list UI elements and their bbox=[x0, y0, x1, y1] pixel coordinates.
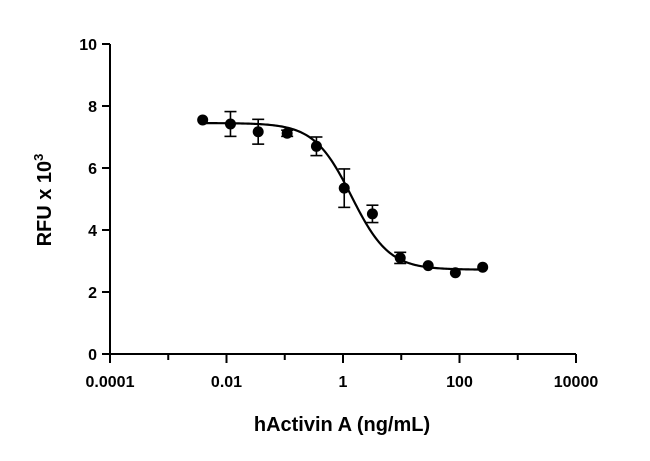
tick-labels: 0 2 4 6 8 10 0.0001 0.01 1 100 10000 bbox=[79, 37, 598, 391]
x-tick-label: 100 bbox=[446, 374, 473, 391]
x-axis-title: hActivin A (ng/mL) bbox=[254, 414, 430, 436]
y-tick-label: 8 bbox=[88, 99, 97, 116]
data-point bbox=[366, 208, 378, 220]
x-tick-label: 10000 bbox=[554, 374, 599, 391]
data-point bbox=[310, 140, 322, 152]
fit-curve-layer bbox=[202, 122, 483, 271]
data-point bbox=[338, 182, 350, 194]
data-point bbox=[197, 114, 209, 126]
points-layer bbox=[197, 110, 489, 279]
y-tick-label: 6 bbox=[88, 161, 97, 178]
y-tick-label: 4 bbox=[88, 223, 97, 240]
y-axis-title-text: RFU x 10 bbox=[34, 161, 56, 247]
y-axis-title: RFU x 103 bbox=[31, 154, 56, 247]
y-tick-label: 10 bbox=[79, 37, 97, 54]
fit-curve bbox=[202, 122, 483, 271]
y-tick-label: 2 bbox=[88, 285, 97, 302]
y-axis-title-superscript: 3 bbox=[31, 154, 46, 161]
data-point bbox=[477, 261, 489, 273]
x-tick-label: 0.0001 bbox=[86, 374, 135, 391]
y-tick-label: 0 bbox=[88, 347, 97, 364]
ticks bbox=[102, 43, 577, 363]
data-point bbox=[449, 267, 461, 279]
data-point bbox=[281, 127, 293, 139]
data-point bbox=[422, 260, 434, 272]
axes bbox=[109, 44, 576, 355]
data-point bbox=[394, 252, 406, 264]
x-tick-label: 0.01 bbox=[211, 374, 242, 391]
data-point bbox=[252, 126, 264, 138]
x-tick-label: 1 bbox=[339, 374, 348, 391]
data-point bbox=[224, 118, 236, 130]
